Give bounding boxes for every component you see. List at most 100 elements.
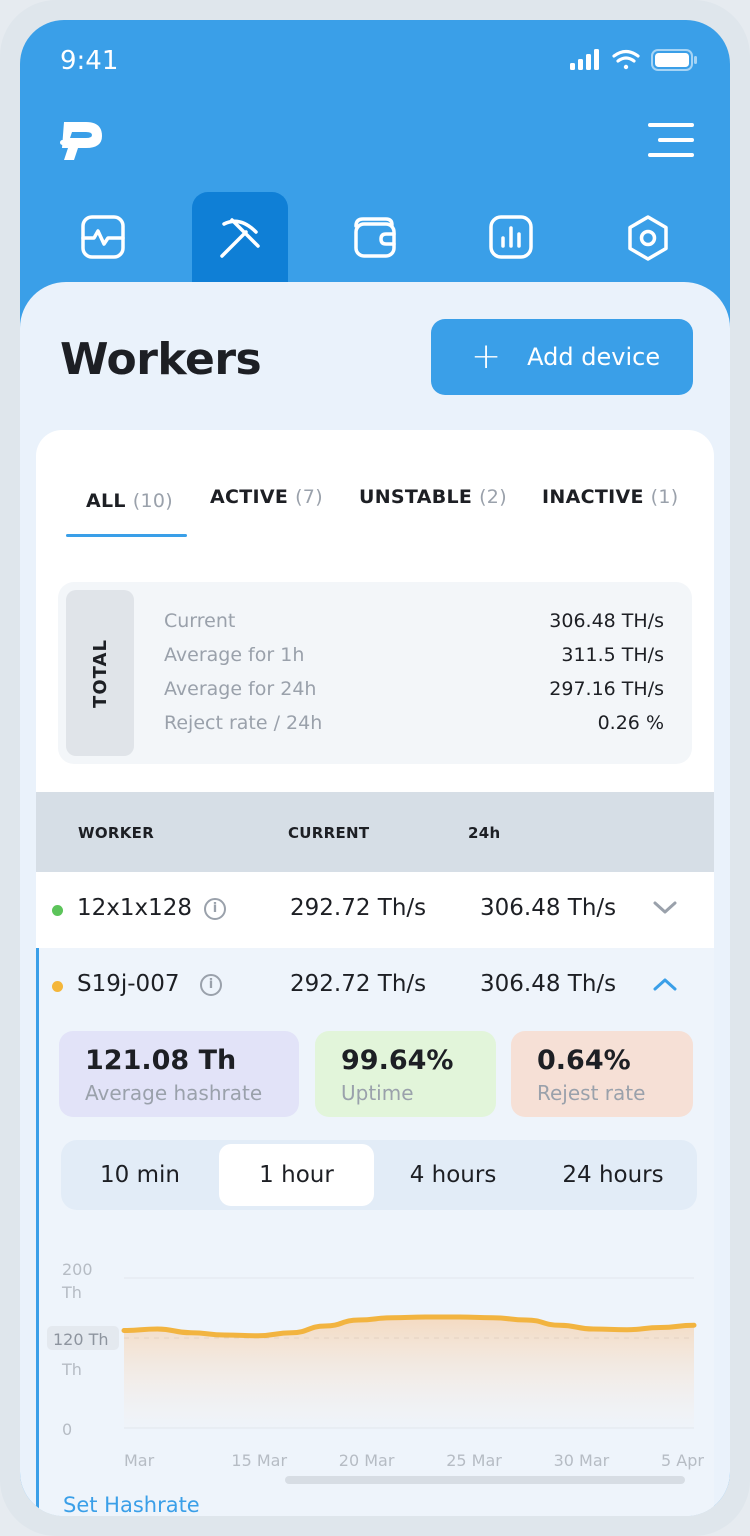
stat-avg-1h: Average for 1h 311.5 TH/s [164,644,664,678]
reference-label-bg [47,1326,119,1350]
y-tick-label: 120 Th [53,1330,109,1349]
stat-key: Reject rate / 24h [164,712,323,734]
worker-name: S19j-007 [77,971,180,997]
page-title: Workers [60,334,262,385]
stat-value: 306.48 TH/s [549,610,664,632]
stat-current: Current 306.48 TH/s [164,610,664,644]
x-tick-label: 15 Mar [231,1451,287,1470]
tab-inactive-count: (1) [650,486,679,508]
worker-24h: 306.48 Th/s [480,971,617,997]
nav-settings[interactable] [600,192,696,302]
tab-active-count: (7) [295,486,323,508]
stat-value: 297.16 TH/s [549,678,664,700]
x-tick-label: 5 Apr [661,1451,704,1470]
hamburger-menu-icon[interactable] [648,123,694,161]
x-tick-label: 20 Mar [339,1451,395,1470]
stat-key: Current [164,610,236,632]
x-tick-label: 25 Mar [446,1451,502,1470]
period-10min[interactable]: 10 min [100,1162,180,1188]
col-24h[interactable]: 24h [468,824,501,842]
x-tick-label: 30 Mar [554,1451,610,1470]
period-selector: 10 min 1 hour 4 hours 24 hours [61,1140,697,1210]
col-worker[interactable]: WORKER [78,824,155,842]
plus-icon: + [471,336,502,377]
tab-unstable[interactable]: UNSTABLE (2) [359,486,507,508]
status-time: 9:41 [60,46,119,76]
workers-card: ALL (10) ACTIVE (7) UNSTABLE (2) INACTIV… [36,430,714,1516]
y-tick-label: 0 [62,1420,72,1439]
y-tick-label: Th [61,1283,82,1302]
main-panel: Workers + Add device ALL (10) ACTIVE (7)… [20,282,730,1516]
stat-avg-24h: Average for 24h 297.16 TH/s [164,678,664,712]
table-row[interactable]: 12x1x128 i 292.72 Th/s 306.48 Th/s [36,872,714,948]
worker-current: 292.72 Th/s [290,895,427,921]
metric-value: 0.64% [537,1045,631,1076]
metric-uptime: 99.64% Uptime [315,1031,496,1117]
period-1hour[interactable]: 1 hour [219,1144,374,1206]
status-bar: 9:41 [20,20,730,100]
metric-label: Rejest rate [537,1081,646,1105]
status-tabs: ALL (10) ACTIVE (7) UNSTABLE (2) INACTIV… [36,486,714,538]
expanded-worker-panel: S19j-007 i 292.72 Th/s 306.48 Th/s 121.0… [36,948,714,1516]
total-summary: TOTAL Current 306.48 TH/s Average for 1h… [58,582,692,764]
nav-dashboard[interactable] [55,192,151,302]
metric-value: 121.08 Th [85,1045,237,1076]
metric-reject-rate: 0.64% Rejest rate [511,1031,693,1117]
tab-active[interactable]: ACTIVE (7) [210,486,323,508]
y-tick-label: 200 [62,1260,93,1279]
tab-active-label: ACTIVE [210,486,289,508]
period-24hours[interactable]: 24 hours [562,1162,664,1188]
tab-inactive-label: INACTIVE [542,486,644,508]
add-device-button[interactable]: + Add device [431,319,693,395]
metric-label: Uptime [341,1081,414,1105]
status-dot-active [52,905,63,916]
pulse-monitor-icon [81,215,125,259]
worker-current: 292.72 Th/s [290,971,427,997]
y-tick-label: Th [61,1360,82,1379]
tab-inactive[interactable]: INACTIVE (1) [542,486,678,508]
chart-scrollbar[interactable] [285,1476,685,1484]
cellular-signal-icon [570,49,599,70]
tab-unstable-label: UNSTABLE [359,486,473,508]
x-tick-label: Mar [124,1451,155,1470]
battery-icon [651,49,697,71]
stat-reject-rate: Reject rate / 24h 0.26 % [164,712,664,746]
table-header: WORKER CURRENT 24h [36,792,714,872]
stat-key: Average for 24h [164,678,317,700]
chevron-down-icon[interactable] [652,900,678,916]
bar-chart-icon [489,215,533,259]
total-label: TOTAL [89,638,111,708]
worker-name: 12x1x128 [77,895,193,921]
series-line [121,1314,697,1339]
wifi-icon [612,49,640,70]
tab-all-count: (10) [132,490,173,512]
nav-statistics[interactable] [463,192,559,302]
period-4hours[interactable]: 4 hours [409,1162,497,1188]
metric-average-hashrate: 121.08 Th Average hashrate [59,1031,299,1117]
app-logo-icon[interactable] [60,120,106,166]
chevron-up-icon[interactable] [652,976,678,992]
nav-wallet[interactable] [328,192,424,302]
phone-screen: 9:41 [20,20,730,1516]
settings-hexagon-icon [628,215,668,261]
col-current[interactable]: CURRENT [288,824,370,842]
worker-24h: 306.48 Th/s [480,895,617,921]
status-icons [570,48,700,78]
metric-label: Average hashrate [85,1081,263,1105]
total-label-box: TOTAL [66,590,134,756]
tab-unstable-count: (2) [479,486,507,508]
info-icon[interactable]: i [204,898,226,920]
status-dot-unstable [52,981,63,992]
table-row[interactable]: S19j-007 i 292.72 Th/s 306.48 Th/s [36,948,714,1024]
series-area [124,1317,694,1428]
active-tab-indicator [66,534,187,537]
wallet-icon [354,217,396,258]
tab-all[interactable]: ALL (10) [86,490,173,512]
info-icon[interactable]: i [200,974,222,996]
add-device-label: Add device [527,343,661,371]
stat-key: Average for 1h [164,644,305,666]
stat-value: 311.5 TH/s [561,644,664,666]
set-hashrate-link[interactable]: Set Hashrate [63,1493,200,1516]
hashrate-chart: 200 Th 120 Th Th 0 Mar 15 Mar 20 Mar 25 Mar 30 Ma… [47,1260,704,1470]
